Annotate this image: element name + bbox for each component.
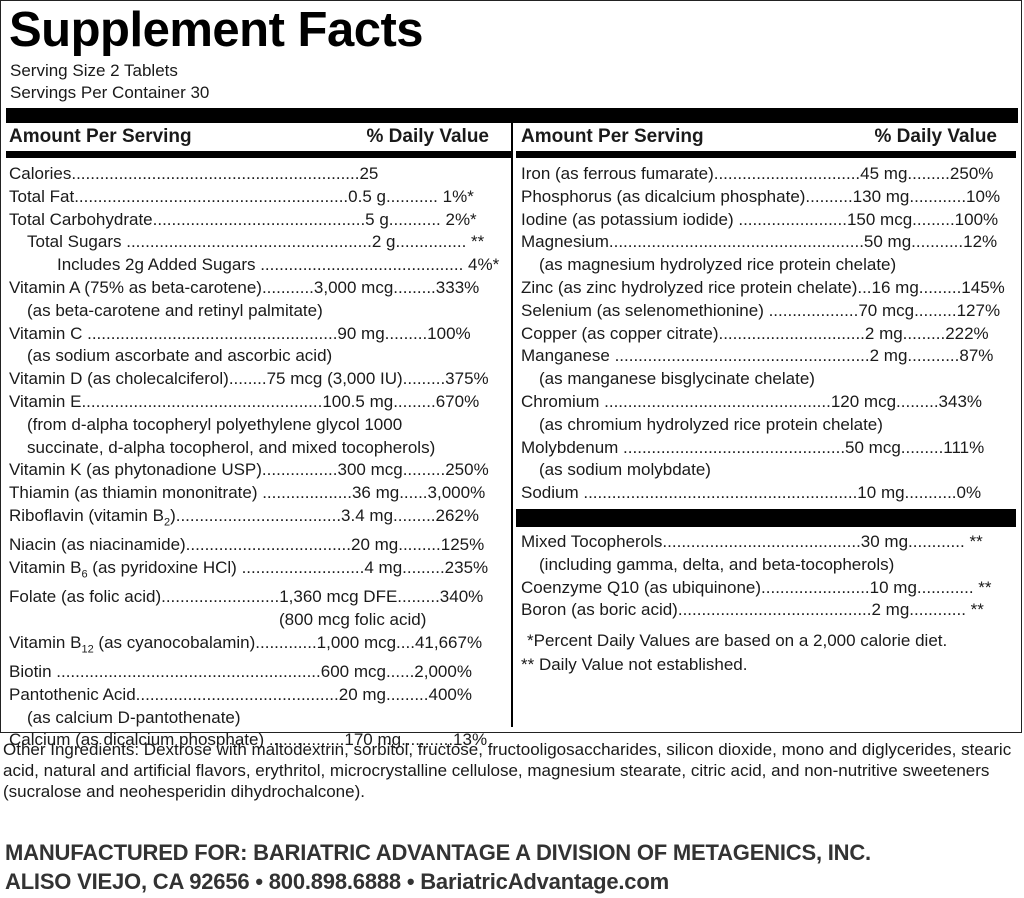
nutrient-row: Vitamin A (75% as beta-carotene)........…	[9, 277, 480, 297]
nutrient-row: Total Sugars ...........................…	[27, 232, 485, 252]
header-divider	[516, 151, 1016, 158]
nutrient-row: Vitamin C ..............................…	[9, 323, 471, 343]
nutrient-row: Includes 2g Added Sugars ...............…	[57, 255, 500, 275]
amount-per-serving-label: Amount Per Serving	[521, 126, 704, 147]
nutrient-row: Molybdenum .............................…	[521, 437, 985, 457]
nutrient-row: Zinc (as zinc hydrolyzed rice protein ch…	[521, 277, 1005, 297]
nutrient-row: Total Carbohydrate......................…	[9, 209, 477, 229]
nutrient-row: (as manganese bisglycinate chelate)	[539, 369, 815, 389]
daily-value-label: % Daily Value	[874, 126, 997, 147]
nutrient-row: Iodine (as potassium iodide) ...........…	[521, 209, 999, 229]
nutrient-row: Vitamin B6 (as pyridoxine HCl) .........…	[9, 557, 489, 581]
nutrient-row: (including gamma, delta, and beta-tocoph…	[539, 554, 895, 574]
nutrient-row: (as sodium molybdate)	[539, 460, 711, 480]
nutrient-row: (as sodium ascorbate and ascorbic acid)	[27, 346, 333, 366]
nutrient-row: Thiamin (as thiamin mononitrate) .......…	[9, 483, 486, 503]
nutrient-row: (as chromium hydrolyzed rice protein che…	[539, 414, 883, 434]
footnotes: *Percent Daily Values are based on a 2,0…	[521, 629, 997, 677]
nutrient-row: Magnesium...............................…	[521, 232, 998, 252]
nutrient-row: Vitamin D (as cholecalciferol)........75…	[9, 369, 489, 389]
nutrient-row: (as magnesium hydrolyzed rice protein ch…	[539, 255, 897, 275]
header-divider	[6, 151, 511, 158]
thick-divider	[6, 108, 1018, 123]
nutrient-row: (from d-alpha tocopheryl polyethylene gl…	[27, 414, 403, 434]
other-ingredients-list: Mixed Tocopherols.......................…	[521, 531, 997, 622]
footnote-dv-not-established: ** Daily Value not established.	[521, 655, 748, 675]
amount-per-serving-label: Amount Per Serving	[9, 126, 192, 147]
nutrient-row: Calcium (as dicalcium phosphate) .......…	[9, 730, 488, 750]
left-column-header: Amount Per Serving % Daily Value	[9, 123, 489, 150]
section-divider	[516, 508, 1016, 527]
nutrient-row: Manganese ..............................…	[521, 346, 994, 366]
nutrient-row: Niacin (as niacinamide).................…	[9, 535, 485, 555]
panel-title: Supplement Facts	[9, 3, 424, 57]
nutrient-row: Vitamin K (as phytonadione USP).........…	[9, 460, 489, 480]
nutrient-row: Total Fat...............................…	[9, 186, 474, 206]
nutrient-row: Folate (as folic acid)..................…	[9, 587, 484, 607]
manufacturer-line: MANUFACTURED FOR: BARIATRIC ADVANTAGE A …	[5, 840, 871, 865]
left-column: Amount Per Serving % Daily Value Calorie…	[6, 123, 511, 752]
nutrient-row: (as calcium D-pantothenate)	[27, 707, 241, 727]
nutrient-row: Chromium ...............................…	[521, 391, 983, 411]
right-nutrient-list: Iron (as ferrous fumarate)..............…	[521, 163, 1005, 505]
nutrient-row: Biotin .................................…	[9, 661, 472, 681]
nutrient-row: Vitamin E...............................…	[9, 391, 480, 411]
nutrient-row: Pantothenic Acid........................…	[9, 684, 472, 704]
address-line: ALISO VIEJO, CA 92656 • 800.898.6888 • B…	[5, 869, 669, 894]
nutrient-row: Sodium .................................…	[521, 483, 982, 503]
left-nutrient-list: Calories................................…	[9, 163, 500, 752]
serving-size: Serving Size 2 Tablets	[10, 61, 178, 80]
nutrient-row: (800 mcg folic acid)	[279, 609, 427, 629]
nutrient-row: Vitamin B12 (as cyanocobalamin).........…	[9, 632, 483, 656]
nutrient-row: Iron (as ferrous fumarate)..............…	[521, 164, 994, 183]
right-column: Amount Per Serving % Daily Value Iron (a…	[516, 123, 1016, 677]
nutrient-row: Copper (as copper citrate)..............…	[521, 323, 989, 343]
servings-per-container: Servings Per Container 30	[10, 83, 210, 102]
nutrient-row: Boron (as boric acid)...................…	[521, 600, 984, 620]
nutrient-row: Calories................................…	[9, 164, 379, 183]
column-divider	[511, 123, 513, 727]
footnote-percent-dv: *Percent Daily Values are based on a 2,0…	[527, 631, 948, 651]
daily-value-label: % Daily Value	[366, 126, 489, 147]
nutrient-row: Coenzyme Q10 (as ubiquinone)............…	[521, 577, 992, 597]
nutrient-row: Phosphorus (as dicalcium phosphate).....…	[521, 186, 1001, 206]
right-column-header: Amount Per Serving % Daily Value	[521, 123, 997, 150]
nutrient-row: Mixed Tocopherols.......................…	[521, 531, 983, 551]
nutrient-row: succinate, d-alpha tocopherol, and mixed…	[27, 437, 436, 457]
other-ingredients: Other Ingredients: Dextrose with maltode…	[3, 740, 1012, 801]
nutrient-row: Riboflavin (vitamin B2).................…	[9, 505, 480, 529]
nutrient-row: Selenium (as selenomethionine) .........…	[521, 300, 1001, 320]
supplement-facts-panel: Supplement Facts Serving Size 2 Tablets …	[0, 0, 1022, 749]
nutrient-row: (as beta-carotene and retinyl palmitate)	[27, 300, 323, 320]
